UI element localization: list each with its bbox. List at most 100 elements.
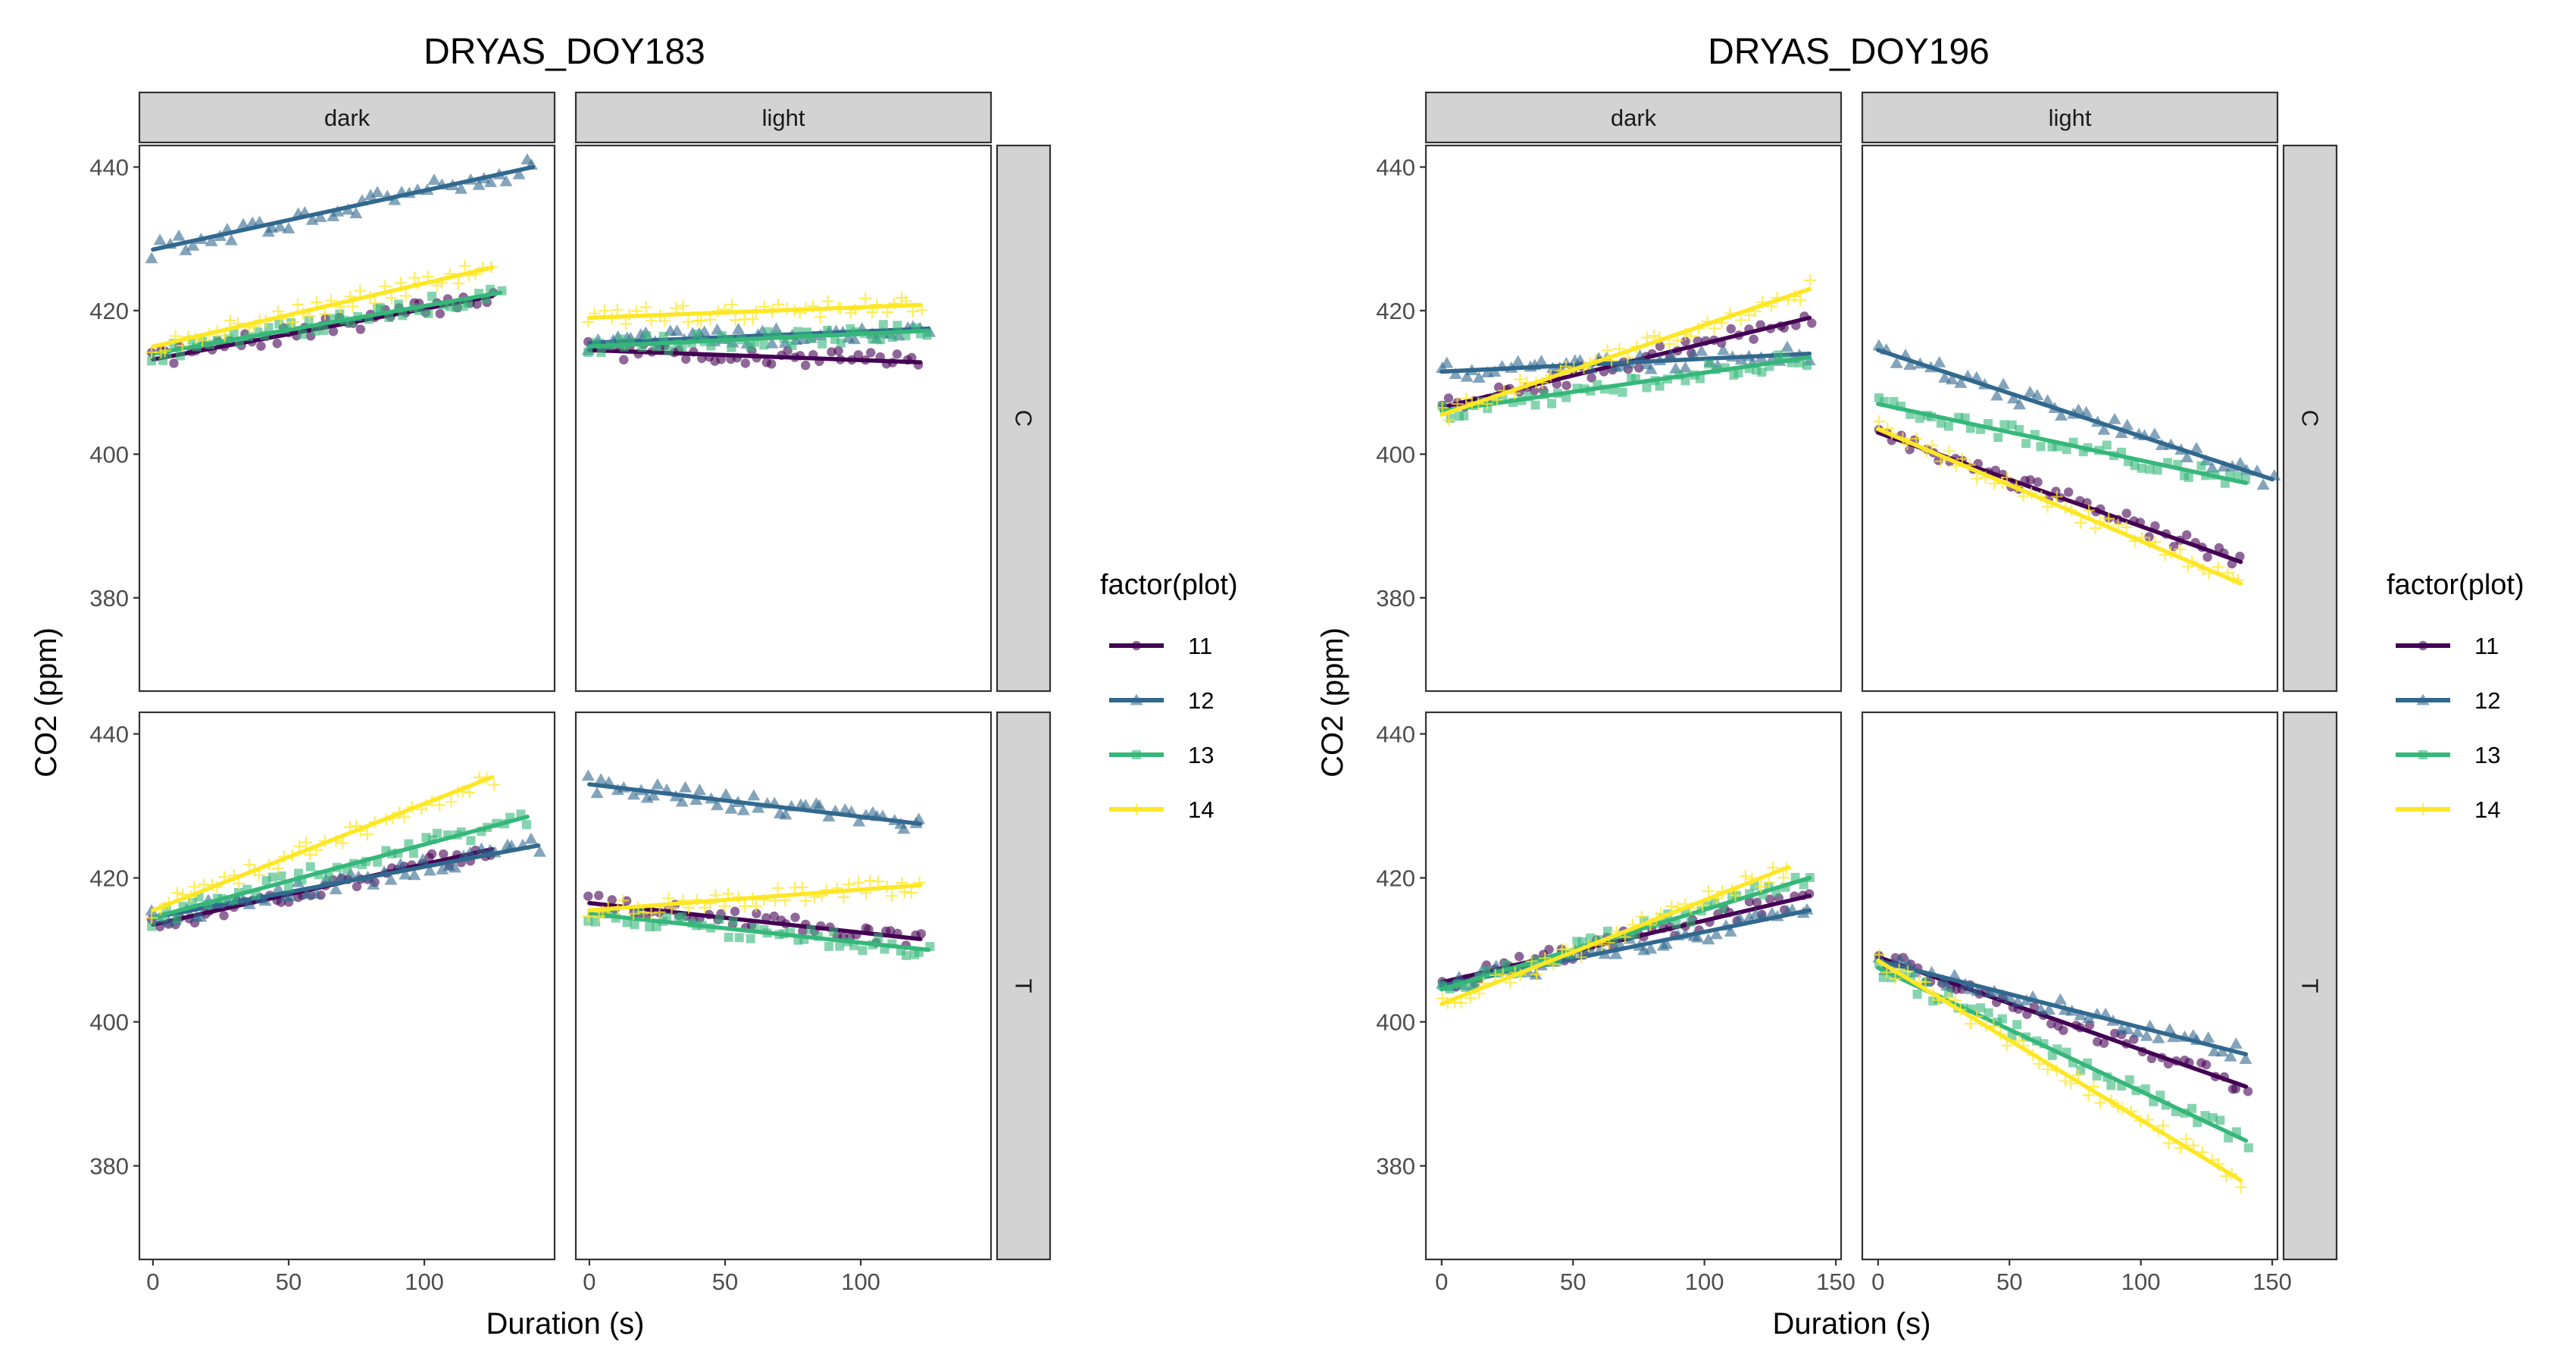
- data-point: [2036, 442, 2046, 452]
- data-point: [591, 917, 601, 927]
- data-point: [2140, 1029, 2153, 1041]
- data-point: [583, 347, 593, 357]
- data-point: [2180, 1133, 2193, 1146]
- data-point: [1436, 402, 1449, 415]
- y-axis-title: CO2 (ppm): [30, 627, 63, 777]
- data-point: [2121, 418, 2134, 430]
- data-point: [394, 299, 404, 309]
- data-point: [727, 343, 736, 352]
- data-point: [1512, 355, 1525, 367]
- data-point: [1702, 885, 1715, 898]
- data-point: [2131, 1025, 2144, 1037]
- data-point: [790, 912, 800, 922]
- y-tick-label: 380: [89, 1153, 129, 1180]
- data-point: [590, 787, 604, 799]
- x-tick-label: 100: [405, 1269, 444, 1295]
- series-14: [1436, 274, 1816, 427]
- data-point: [2011, 995, 2024, 1007]
- data-point: [619, 355, 629, 364]
- data-point: [1996, 989, 2009, 1000]
- data-point: [458, 259, 471, 272]
- data-point: [158, 344, 171, 357]
- data-point: [364, 189, 377, 201]
- data-point: [1996, 377, 2010, 389]
- data-point: [1459, 411, 1469, 421]
- data-point: [416, 852, 430, 865]
- data-point: [1655, 341, 1665, 352]
- data-point: [283, 890, 297, 902]
- data-point: [2074, 516, 2087, 529]
- data-point: [1901, 965, 1914, 978]
- data-point: [2050, 490, 2063, 503]
- data-point: [2102, 512, 2115, 525]
- data-point: [1901, 956, 1915, 968]
- column-strip-label: dark: [324, 105, 370, 131]
- series-13: [147, 809, 531, 931]
- legend-key-marker: [2417, 803, 2429, 815]
- data-point: [2000, 1039, 2013, 1052]
- series-14: [1436, 862, 1793, 1009]
- data-point: [336, 837, 349, 849]
- legend-title: factor(plot): [2387, 569, 2524, 601]
- trend-line: [1876, 402, 2249, 486]
- data-point: [1872, 415, 1885, 428]
- data-point: [799, 894, 812, 907]
- column-strip-label: dark: [1611, 105, 1657, 131]
- trend-line: [587, 326, 931, 346]
- x-tick-label: 0: [583, 1269, 596, 1295]
- data-point: [2212, 561, 2224, 574]
- data-point: [2025, 475, 2035, 485]
- data-point: [695, 314, 708, 327]
- data-point: [1971, 472, 1984, 485]
- data-point: [2055, 409, 2068, 421]
- trend-line: [1440, 286, 1812, 418]
- data-point: [1755, 880, 1768, 893]
- data-point: [848, 333, 861, 345]
- y-tick-label: 440: [1376, 154, 1415, 180]
- row-strip-label: T: [1011, 979, 1037, 993]
- data-point: [452, 302, 461, 312]
- data-point: [1665, 899, 1678, 912]
- legend-entry-12: 12: [1109, 687, 1214, 714]
- data-point: [1912, 989, 1922, 999]
- data-point: [219, 911, 229, 921]
- data-point: [194, 910, 208, 922]
- data-point: [2094, 1097, 2107, 1109]
- legend-entry-11: 11: [1109, 633, 1212, 659]
- data-point: [616, 334, 626, 344]
- x-tick-label: 0: [146, 1269, 159, 1295]
- data-point: [2124, 1075, 2134, 1085]
- data-point: [2207, 1045, 2221, 1056]
- data-point: [1990, 389, 2004, 401]
- data-point: [2243, 1087, 2253, 1097]
- y-tick-label: 420: [1376, 298, 1415, 324]
- data-point: [2181, 530, 2192, 540]
- data-point: [274, 220, 287, 232]
- data-point: [1780, 340, 1794, 352]
- data-point: [1802, 361, 1812, 371]
- data-point: [801, 360, 811, 371]
- data-point: [188, 881, 201, 893]
- data-point: [329, 883, 342, 895]
- data-point: [2071, 1068, 2084, 1081]
- data-point: [2206, 461, 2219, 473]
- data-point: [765, 336, 779, 349]
- data-point: [2046, 1018, 2056, 1029]
- data-point: [787, 340, 797, 350]
- data-point: [627, 907, 640, 920]
- data-point: [1618, 387, 1627, 397]
- data-point: [388, 193, 402, 205]
- data-point: [2243, 1143, 2253, 1153]
- data-point: [658, 331, 668, 341]
- data-point: [368, 297, 381, 310]
- data-point: [427, 291, 436, 301]
- data-point: [463, 787, 476, 799]
- x-tick-label: 0: [1435, 1269, 1448, 1295]
- panel-background: [138, 144, 556, 693]
- data-point: [1680, 336, 1690, 346]
- data-point: [689, 793, 703, 806]
- data-point: [906, 305, 919, 318]
- data-point: [2099, 1038, 2109, 1048]
- data-point: [1530, 968, 1543, 981]
